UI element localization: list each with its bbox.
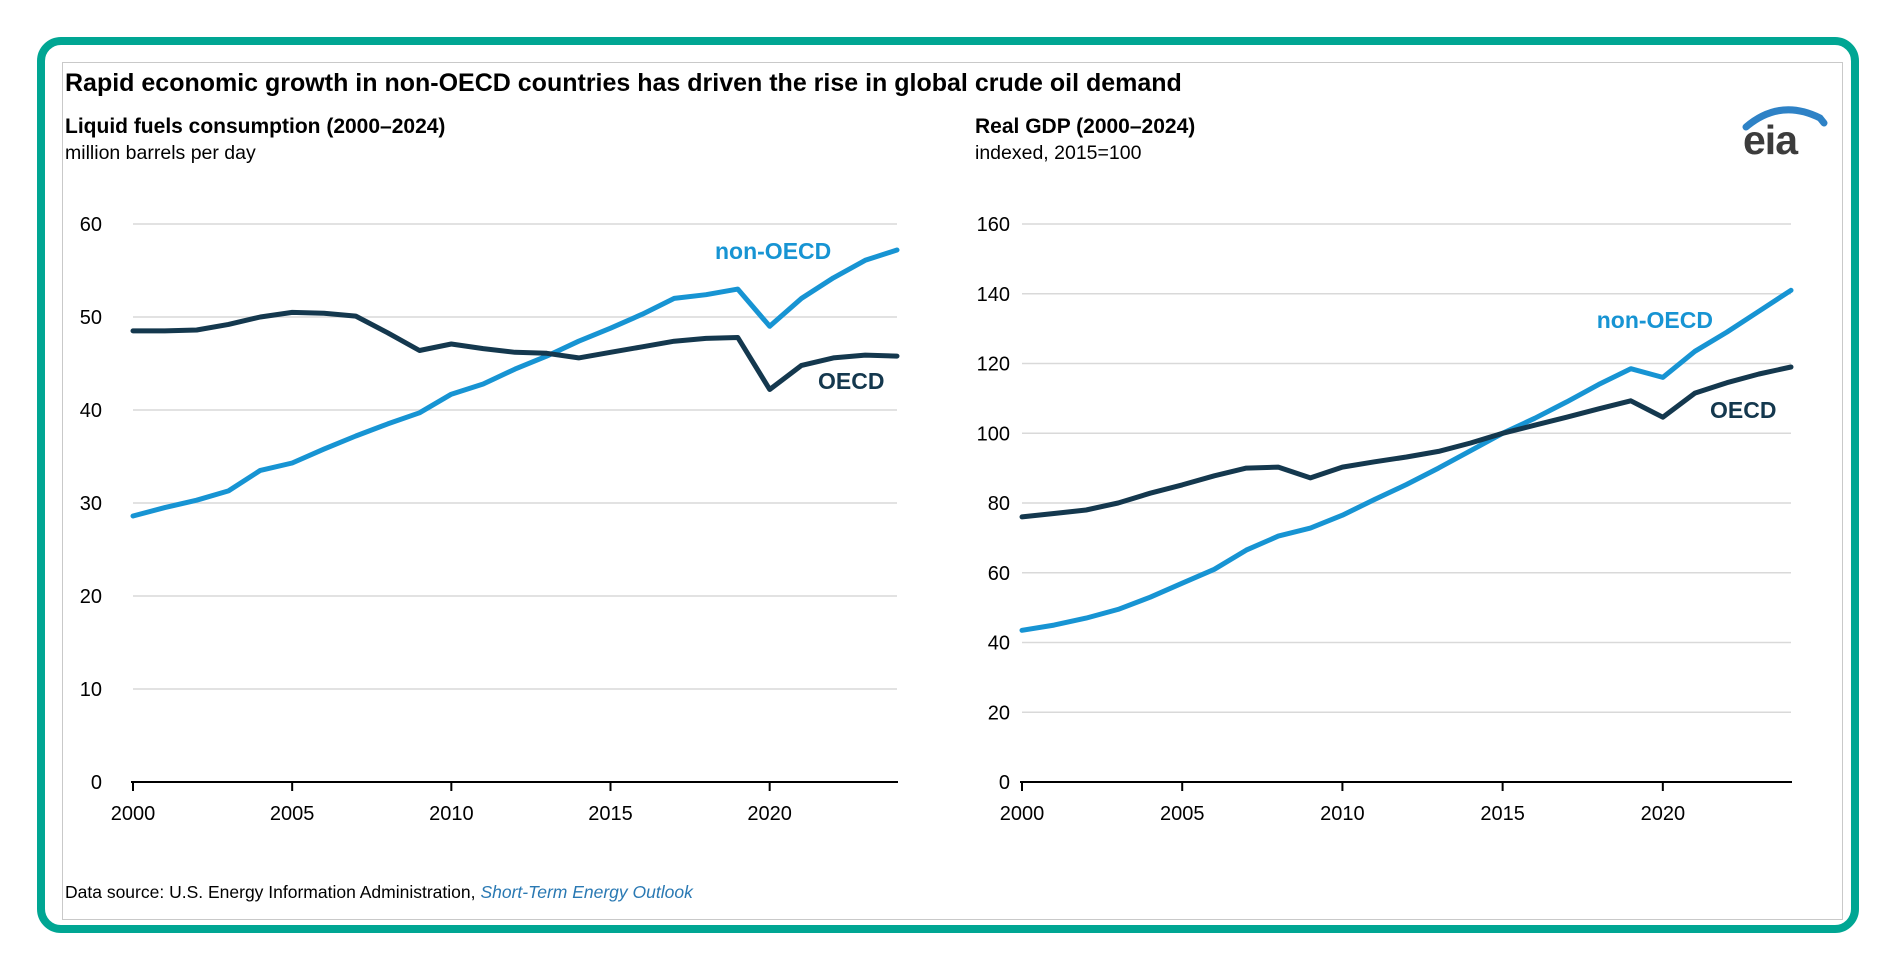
series-line-OECD	[1019, 364, 1794, 520]
x-axis-tick-label: 2010	[1320, 803, 1365, 825]
series-label-OECD: OECD	[818, 368, 884, 394]
y-axis-tick-label: 30	[80, 493, 102, 515]
series-label-OECD: OECD	[1710, 397, 1776, 423]
teal-border-frame	[37, 37, 1859, 933]
x-axis-tick-label: 2000	[111, 803, 156, 825]
series-line-non-OECD	[130, 247, 900, 519]
footer-source-text: Data source: U.S. Energy Information Adm…	[65, 882, 476, 902]
chart-svg-right: 0 20 40 60 80 100 120 140 160 2000 2005 2010 2015 202…	[977, 214, 1794, 825]
x-axis-tick-label: 2015	[588, 803, 633, 825]
y-axis-tick-label: 0	[999, 772, 1010, 794]
chart-svg-left: 0 10 20 30 40 50 60 2000 2005 2010 2015 2020 non-OEC…	[80, 214, 900, 825]
y-axis-tick-label: 60	[988, 563, 1010, 585]
y-axis-tick-label: 20	[80, 586, 102, 608]
page-title: Rapid economic growth in non-OECD countr…	[65, 69, 1182, 97]
y-axis-tick-label: 10	[80, 679, 102, 701]
footer-source-line: Data source: U.S. Energy Information Adm…	[65, 882, 693, 903]
right-chart-units: indexed, 2015=100	[975, 142, 1142, 164]
y-axis-tick-label: 100	[977, 423, 1010, 445]
eia-logo-graphic: eia	[1742, 106, 1828, 163]
y-axis-tick-label: 0	[91, 772, 102, 794]
x-axis-tick-label: 2010	[429, 803, 474, 825]
y-axis-tick-label: 120	[977, 354, 1010, 376]
y-axis-tick-label: 160	[977, 214, 1010, 236]
x-axis-tick-label: 2000	[1000, 803, 1045, 825]
y-axis-tick-label: 40	[80, 400, 102, 422]
y-axis-tick-label: 60	[80, 214, 102, 236]
series-label-non-OECD: non-OECD	[715, 238, 831, 264]
y-axis-tick-label: 80	[988, 493, 1010, 515]
series-line-OECD	[130, 309, 900, 392]
x-axis-tick-label: 2020	[1641, 803, 1686, 825]
x-axis-tick-label: 2020	[747, 803, 792, 825]
y-axis-tick-label: 40	[988, 633, 1010, 655]
series-line-non-OECD	[1019, 287, 1794, 633]
left-chart-title: Liquid fuels consumption (2000–2024)	[65, 115, 446, 138]
eia-logo-swoosh-icon	[1742, 106, 1828, 131]
x-axis-tick-label: 2015	[1480, 803, 1525, 825]
series-label-non-OECD: non-OECD	[1597, 307, 1713, 333]
x-axis-tick-label: 2005	[270, 803, 315, 825]
y-axis-tick-label: 140	[977, 284, 1010, 306]
y-axis-tick-label: 20	[988, 702, 1010, 724]
x-axis-tick-label: 2005	[1160, 803, 1205, 825]
eia-logo: eia	[1740, 96, 1830, 163]
left-chart-units: million barrels per day	[65, 142, 256, 164]
eia-logo-text: eia	[1743, 117, 1799, 162]
right-chart-title: Real GDP (2000–2024)	[975, 115, 1196, 138]
chart-card	[62, 62, 1843, 920]
y-axis-tick-label: 50	[80, 307, 102, 329]
footer-source-link[interactable]: Short-Term Energy Outlook	[480, 882, 693, 902]
